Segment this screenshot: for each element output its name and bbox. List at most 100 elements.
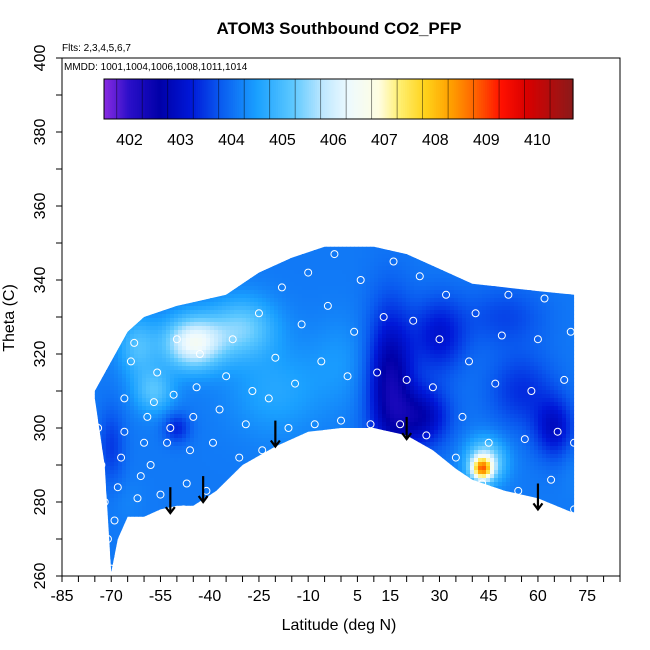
field-cell bbox=[234, 326, 239, 331]
field-cell bbox=[142, 234, 147, 239]
field-cell bbox=[434, 302, 439, 307]
field-cell bbox=[562, 270, 567, 275]
field-cell bbox=[322, 342, 327, 347]
field-cell bbox=[78, 242, 83, 247]
field-cell bbox=[466, 310, 471, 315]
field-cell bbox=[570, 322, 575, 327]
field-cell bbox=[310, 286, 315, 291]
field-cell bbox=[78, 278, 83, 283]
field-cell bbox=[86, 294, 91, 299]
field-cell bbox=[82, 346, 87, 351]
field-cell bbox=[298, 362, 303, 367]
field-cell bbox=[470, 366, 475, 371]
field-cell bbox=[390, 270, 395, 275]
field-cell bbox=[158, 306, 163, 311]
field-cell bbox=[358, 378, 363, 383]
field-cell bbox=[466, 338, 471, 343]
field-cell bbox=[190, 306, 195, 311]
field-cell bbox=[234, 350, 239, 355]
field-cell bbox=[174, 322, 179, 327]
field-cell bbox=[190, 318, 195, 323]
field-cell bbox=[318, 274, 323, 279]
field-cell bbox=[506, 326, 511, 331]
field-cell bbox=[82, 370, 87, 375]
field-cell bbox=[522, 362, 527, 367]
field-cell bbox=[322, 266, 327, 271]
field-cell bbox=[438, 370, 443, 375]
field-cell bbox=[454, 374, 459, 379]
field-cell bbox=[142, 382, 147, 387]
field-cell bbox=[430, 274, 435, 279]
field-cell bbox=[426, 278, 431, 283]
field-cell bbox=[118, 286, 123, 291]
field-cell bbox=[486, 302, 491, 307]
field-cell bbox=[266, 274, 271, 279]
field-cell bbox=[506, 246, 511, 251]
field-cell bbox=[410, 294, 415, 299]
field-cell bbox=[406, 270, 411, 275]
field-cell bbox=[206, 298, 211, 303]
field-cell bbox=[90, 258, 95, 263]
field-cell bbox=[506, 346, 511, 351]
field-cell bbox=[558, 358, 563, 363]
field-cell bbox=[102, 298, 107, 303]
field-cell bbox=[326, 350, 331, 355]
field-cell bbox=[258, 322, 263, 327]
field-cell bbox=[142, 330, 147, 335]
field-cell bbox=[426, 366, 431, 371]
field-cell bbox=[482, 378, 487, 383]
field-cell bbox=[546, 298, 551, 303]
field-cell bbox=[342, 342, 347, 347]
field-cell bbox=[170, 246, 175, 251]
field-cell bbox=[154, 242, 159, 247]
field-cell bbox=[554, 278, 559, 283]
field-cell bbox=[354, 234, 359, 239]
field-cell bbox=[294, 294, 299, 299]
field-cell bbox=[466, 306, 471, 311]
field-cell bbox=[266, 246, 271, 251]
field-cell bbox=[186, 238, 191, 243]
field-cell bbox=[526, 310, 531, 315]
field-cell bbox=[118, 386, 123, 391]
field-cell bbox=[486, 242, 491, 247]
field-cell bbox=[430, 386, 435, 391]
field-cell bbox=[478, 266, 483, 271]
field-cell bbox=[158, 318, 163, 323]
field-cell bbox=[510, 246, 515, 251]
field-cell bbox=[130, 250, 135, 255]
field-cell bbox=[110, 334, 115, 339]
field-cell bbox=[342, 302, 347, 307]
field-cell bbox=[490, 350, 495, 355]
field-cell bbox=[546, 310, 551, 315]
field-cell bbox=[342, 242, 347, 247]
field-cell bbox=[314, 318, 319, 323]
field-cell bbox=[414, 322, 419, 327]
field-cell bbox=[134, 282, 139, 287]
field-cell bbox=[514, 246, 519, 251]
field-cell bbox=[458, 374, 463, 379]
field-cell bbox=[122, 382, 127, 387]
field-cell bbox=[82, 250, 87, 255]
field-cell bbox=[466, 322, 471, 327]
field-cell bbox=[86, 330, 91, 335]
field-cell bbox=[162, 390, 167, 395]
field-cell bbox=[450, 294, 455, 299]
field-cell bbox=[334, 258, 339, 263]
field-cell bbox=[138, 346, 143, 351]
field-cell bbox=[470, 234, 475, 239]
field-cell bbox=[450, 374, 455, 379]
field-cell bbox=[106, 306, 111, 311]
field-cell bbox=[162, 350, 167, 355]
field-cell bbox=[566, 310, 571, 315]
field-cell bbox=[206, 286, 211, 291]
field-cell bbox=[94, 274, 99, 279]
field-cell bbox=[418, 238, 423, 243]
field-cell bbox=[406, 342, 411, 347]
field-cell bbox=[306, 378, 311, 383]
field-cell bbox=[78, 326, 83, 331]
field-cell bbox=[118, 238, 123, 243]
field-cell bbox=[330, 278, 335, 283]
field-cell bbox=[442, 382, 447, 387]
field-cell bbox=[182, 346, 187, 351]
field-cell bbox=[362, 366, 367, 371]
